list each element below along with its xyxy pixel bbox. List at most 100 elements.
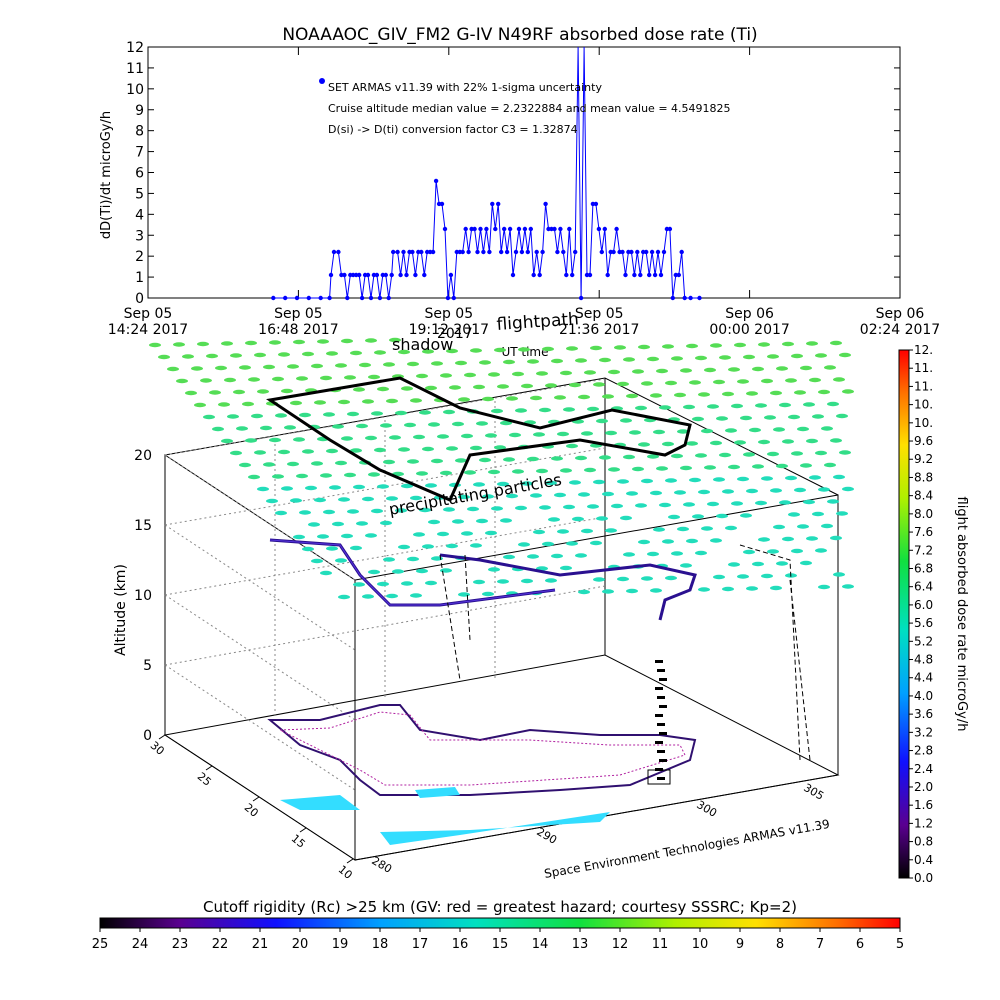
particle-mark	[731, 403, 743, 409]
data-point	[655, 249, 661, 255]
data-point	[283, 295, 288, 301]
particle-mark	[410, 593, 422, 598]
particle-mark	[539, 505, 551, 510]
data-point	[345, 295, 350, 301]
particle-mark	[419, 410, 431, 415]
series-line	[273, 46, 700, 299]
particle-mark	[464, 372, 476, 378]
particle-mark	[797, 426, 809, 432]
land-patch	[415, 787, 460, 798]
particle-mark	[497, 481, 509, 487]
particle-mark	[437, 434, 449, 439]
particle-mark	[779, 500, 791, 505]
top-edge	[164, 377, 839, 496]
particle-mark	[233, 389, 245, 395]
particle-mark	[530, 395, 542, 401]
lon-tick-label: 290	[534, 825, 559, 847]
lat-tick-label: 15	[289, 832, 308, 851]
particle-mark	[551, 553, 563, 559]
particle-mark	[626, 393, 638, 399]
particle-mark	[290, 498, 302, 503]
particle-mark	[575, 358, 587, 363]
particle-mark	[521, 383, 533, 389]
marker	[659, 678, 667, 681]
particle-mark	[476, 421, 488, 426]
lat-tick	[158, 734, 166, 740]
particle-mark	[599, 455, 611, 460]
particle-mark	[296, 473, 308, 479]
data-point	[652, 272, 658, 278]
particle-cloud	[149, 337, 854, 600]
particle-mark	[464, 470, 476, 475]
particle-mark	[653, 527, 665, 532]
x-tick-time: 19:12 2017	[409, 322, 489, 338]
data-point	[602, 226, 607, 232]
particle-mark	[473, 579, 485, 585]
y-tick-label: 2	[135, 249, 144, 265]
data-point	[555, 249, 560, 255]
particle-mark	[653, 429, 665, 435]
particle-mark	[425, 580, 437, 586]
particle-mark	[572, 516, 584, 522]
z-tick-label: 5	[143, 658, 152, 674]
particle-mark	[395, 410, 407, 416]
particle-mark	[761, 378, 773, 384]
data-point	[395, 249, 400, 255]
data-point	[502, 226, 507, 232]
dose-colorbar-tick-label: 1.2	[914, 816, 933, 830]
particle-mark	[347, 411, 359, 417]
data-point	[513, 249, 519, 255]
particle-mark	[815, 450, 827, 456]
particle-mark	[770, 390, 782, 396]
particle-mark	[317, 339, 329, 344]
particle-mark	[551, 456, 563, 461]
data-point	[445, 295, 451, 301]
particle-mark	[752, 366, 764, 372]
particle-mark	[662, 441, 674, 447]
y-tick-label: 3	[135, 228, 144, 244]
particle-mark	[338, 497, 350, 502]
particle-mark	[542, 346, 554, 352]
particle-mark	[263, 462, 275, 467]
particle-mark	[638, 442, 650, 447]
particle-mark	[362, 496, 374, 502]
particle-mark	[338, 594, 350, 600]
particle-mark	[773, 524, 785, 530]
particle-mark	[443, 409, 455, 415]
particle-mark	[617, 381, 629, 387]
particle-mark	[590, 345, 602, 351]
flightpath-upper	[266, 376, 692, 502]
particle-mark	[428, 519, 440, 525]
particle-mark	[569, 480, 581, 485]
particle-mark	[842, 584, 854, 589]
particle-mark	[734, 440, 746, 445]
particle-mark	[809, 475, 821, 480]
particle-mark	[431, 361, 443, 366]
data-point	[682, 295, 687, 301]
y-tick-label: 1	[135, 270, 144, 286]
y-tick-label: 8	[135, 124, 144, 140]
particle-mark	[722, 489, 734, 494]
particle-mark	[536, 371, 548, 376]
particle-mark	[620, 418, 632, 423]
data-point	[587, 272, 593, 278]
particle-mark	[491, 408, 503, 414]
particle-mark	[824, 365, 836, 370]
particle-mark	[833, 572, 845, 577]
dose-colorbar-tick-label: 4.4	[914, 671, 933, 685]
particle-mark	[767, 549, 779, 554]
particle-mark	[767, 354, 779, 359]
lat-tick-label: 25	[195, 770, 214, 789]
particle-mark	[407, 361, 419, 367]
particle-mark	[755, 500, 767, 506]
particle-mark	[485, 433, 497, 438]
particle-mark	[365, 338, 377, 343]
rigidity-colorbar-tick-label: 16	[452, 937, 469, 952]
particle-mark	[626, 491, 638, 496]
particle-mark	[806, 341, 818, 346]
particle-mark	[158, 354, 170, 360]
annotation-cruise: Cruise altitude median value = 2.2322884…	[328, 102, 731, 115]
data-point	[413, 272, 418, 278]
dose-rate-plot: NOAAAOC_GIV_FM2 G-IV N49RF absorbed dose…	[99, 25, 940, 359]
